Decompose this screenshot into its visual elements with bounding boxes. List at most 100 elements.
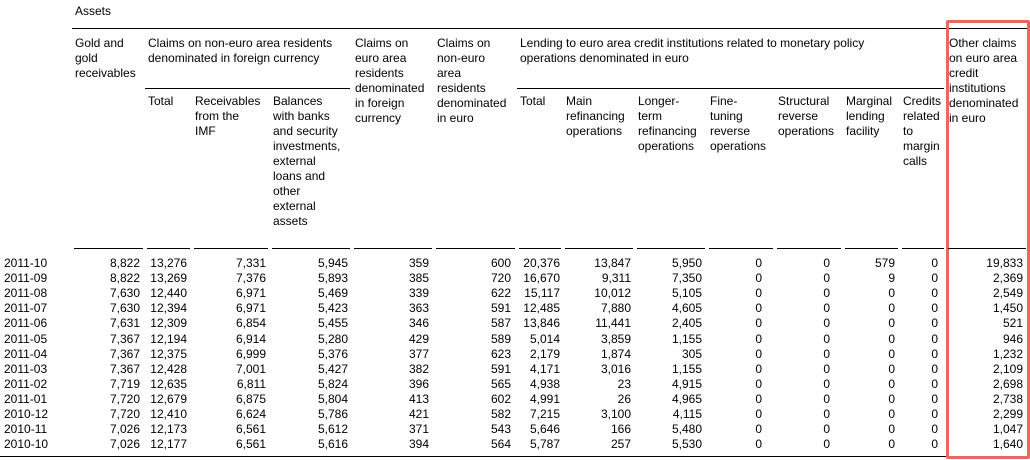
- cell-value: 564: [490, 437, 511, 452]
- cell-value: 5,014: [529, 331, 560, 346]
- cell-value: 15,117: [524, 286, 560, 301]
- group-header: operations denominated in euro: [520, 51, 689, 65]
- cell-value: 0: [755, 286, 762, 301]
- cell-value: 7,367: [109, 361, 140, 376]
- cell-value: 0: [755, 331, 762, 346]
- cell-value: 0: [755, 422, 762, 437]
- cell-value: 421: [408, 407, 429, 421]
- column-header: investments,: [273, 139, 341, 153]
- cell-value: 6,999: [235, 346, 266, 361]
- cell-value: 0: [888, 286, 895, 301]
- cell-value: 0: [888, 376, 895, 391]
- cell-value: 12,309: [150, 316, 187, 331]
- section-title: Assets: [75, 4, 112, 18]
- cell-value: 166: [610, 422, 631, 437]
- cell-value: 9: [888, 271, 895, 286]
- cell-value: 13,276: [150, 256, 187, 270]
- cell-value: 7,026: [109, 422, 140, 437]
- column-header: Structural: [778, 94, 830, 108]
- header-rule: [72, 28, 1030, 29]
- cell-value: 0: [823, 286, 830, 301]
- cell-value: 1,047: [992, 422, 1023, 437]
- cell-value: 12,173: [150, 422, 187, 437]
- cell-value: 0: [755, 407, 762, 421]
- cell-value: 0: [888, 391, 895, 406]
- column-rule: [777, 248, 841, 249]
- column-rule: [272, 248, 350, 249]
- group-header: denominated in foreign currency: [148, 51, 320, 65]
- cell-value: 7,720: [109, 391, 140, 406]
- cell-value: 12,375: [150, 346, 187, 361]
- cell-value: 5,950: [671, 256, 702, 270]
- cell-value: 382: [408, 361, 429, 376]
- column-rule: [845, 248, 898, 249]
- cell-value: 13,846: [523, 316, 560, 331]
- cell-value: 0: [755, 256, 762, 270]
- column-header: Other claims: [949, 36, 1017, 50]
- cell-value: 339: [408, 286, 429, 301]
- column-header: Claims on: [437, 36, 491, 50]
- cell-value: 0: [888, 346, 895, 361]
- column-header: external: [273, 154, 316, 168]
- cell-value: 0: [755, 271, 762, 286]
- cell-value: 579: [874, 256, 895, 270]
- column-header: operations: [566, 124, 623, 138]
- cell-value: 0: [931, 271, 938, 286]
- cell-value: 12,410: [150, 407, 187, 421]
- cell-value: 0: [823, 407, 830, 421]
- cell-value: 0: [823, 437, 830, 452]
- row-date: 2011-10: [4, 256, 48, 270]
- column-header: Total: [148, 94, 174, 108]
- column-rule: [354, 248, 432, 249]
- row-date: 2010-10: [4, 437, 49, 452]
- row-date: 2011-06: [4, 316, 48, 331]
- cell-value: 12,177: [150, 437, 187, 452]
- cell-value: 0: [888, 316, 895, 331]
- column-header: operations: [710, 139, 767, 153]
- cell-value: 19,833: [986, 256, 1023, 270]
- cell-value: 5,646: [529, 422, 560, 437]
- cell-value: 5,824: [317, 376, 348, 391]
- column-header: lending: [846, 109, 885, 123]
- cell-value: 587: [490, 316, 511, 331]
- cell-value: 2,738: [992, 391, 1023, 406]
- cell-value: 946: [1002, 331, 1023, 346]
- column-header: calls: [903, 154, 928, 168]
- cell-value: 377: [408, 346, 429, 361]
- column-header: related: [903, 109, 940, 123]
- cell-value: 1,155: [671, 331, 702, 346]
- cell-value: 305: [681, 346, 702, 361]
- column-rule: [436, 248, 515, 249]
- cell-value: 0: [888, 407, 895, 421]
- cell-value: 589: [490, 331, 511, 346]
- cell-value: 7,215: [529, 407, 560, 421]
- cell-value: 396: [408, 376, 429, 391]
- row-date: 2011-08: [4, 286, 48, 301]
- cell-value: 8,822: [109, 256, 140, 270]
- cell-value: 6,875: [235, 391, 266, 406]
- column-header: other: [273, 184, 301, 198]
- column-header: gold: [75, 51, 98, 65]
- cell-value: 591: [490, 361, 511, 376]
- cell-value: 6,914: [235, 331, 266, 346]
- cell-value: 2,405: [671, 316, 702, 331]
- cell-value: 4,991: [529, 391, 560, 406]
- cell-value: 622: [490, 286, 511, 301]
- column-rule: [637, 248, 705, 249]
- cell-value: 1,450: [992, 301, 1023, 316]
- column-header: Longer-: [638, 94, 680, 108]
- column-header: with banks: [273, 109, 330, 123]
- column-rule: [902, 248, 944, 249]
- column-header: Claims on: [355, 36, 409, 50]
- cell-value: 0: [931, 407, 938, 421]
- column-header: refinancing: [638, 124, 697, 138]
- cell-value: 0: [823, 361, 830, 376]
- cell-value: 26: [617, 391, 631, 406]
- column-rule: [565, 248, 633, 249]
- cell-value: 0: [931, 316, 938, 331]
- column-header: area: [437, 66, 462, 80]
- column-header: operations: [638, 139, 695, 153]
- cell-value: 12,428: [150, 361, 187, 376]
- cell-value: 2,299: [992, 407, 1023, 421]
- column-header: refinancing: [566, 109, 625, 123]
